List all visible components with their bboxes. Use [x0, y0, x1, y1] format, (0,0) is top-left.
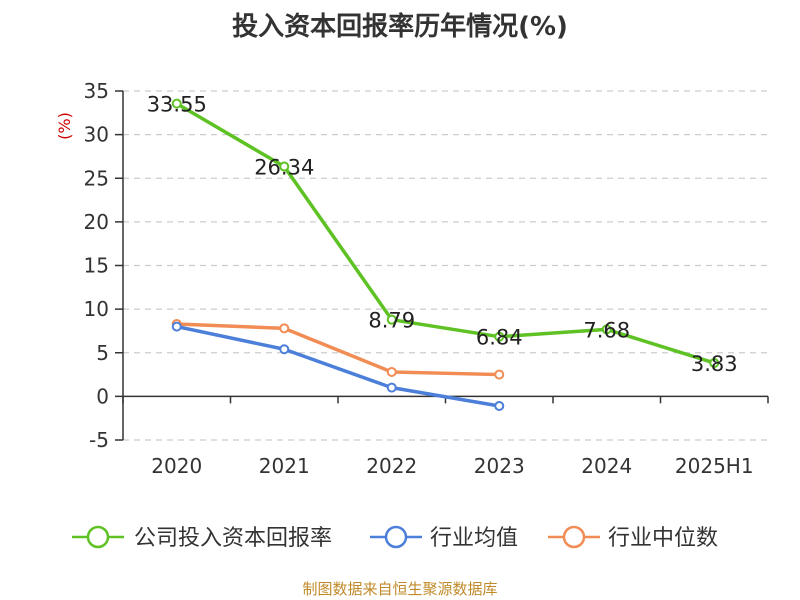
legend-label: 行业中位数 [608, 526, 718, 551]
x-tick-label: 2025H1 [675, 454, 754, 478]
y-tick-label: 10 [84, 297, 109, 321]
y-tick-label: 0 [96, 384, 109, 408]
x-tick-label: 2020 [151, 454, 202, 478]
legend-marker [86, 525, 110, 549]
series-line [175, 322, 501, 377]
y-tick-label: 35 [84, 79, 109, 103]
y-tick-label: 20 [84, 210, 109, 234]
legend-label: 行业均值 [430, 526, 518, 551]
data-point [386, 366, 397, 377]
series-line [175, 101, 716, 365]
legend-label: 公司投入资本回报率 [134, 526, 332, 551]
data-label: 26.34 [254, 156, 314, 180]
data-label: 6.84 [476, 326, 523, 350]
data-point [494, 369, 505, 380]
y-tick-label: 25 [84, 166, 109, 190]
series-line [175, 324, 501, 408]
data-point [386, 382, 397, 393]
data-point [601, 324, 612, 335]
gridlines [123, 90, 768, 441]
data-label: 33.55 [147, 93, 207, 117]
x-tick-label: 2022 [366, 454, 417, 478]
y-tick-label: -5 [89, 428, 109, 452]
data-point [171, 321, 182, 332]
x-tick-label: 2021 [259, 454, 310, 478]
legend-marker [562, 525, 586, 549]
data-point [494, 331, 505, 342]
data-point [279, 344, 290, 355]
legend-marker [384, 525, 408, 549]
data-label: 8.79 [368, 309, 415, 333]
x-tick-label: 2023 [474, 454, 525, 478]
data-point [279, 161, 290, 172]
axes: -5 0 5 10 15 20 25 30 35 2020 2021 2022 2023 2024 2025… [55, 79, 769, 478]
data-point [386, 314, 397, 325]
source-note: 制图数据来自恒生聚源数据库 [302, 580, 498, 598]
y-axis-label: (%) [55, 112, 74, 140]
data-point [494, 400, 505, 411]
data-point [171, 98, 182, 109]
data-label: 7.68 [583, 318, 630, 342]
series-lines [171, 98, 720, 411]
y-tick-label: 30 [84, 123, 109, 147]
y-tick-label: 5 [96, 341, 109, 365]
x-tick-label: 2024 [581, 454, 632, 478]
data-point [279, 323, 290, 334]
legend: 公司投入资本回报率 行业均值 行业中位数 [72, 525, 718, 551]
data-label: 3.83 [691, 352, 738, 376]
y-tick-label: 15 [84, 254, 109, 278]
data-point [709, 357, 720, 368]
data-labels: 33.55 26.34 8.79 6.84 7.68 3.83 [147, 93, 738, 376]
chart-title: 投入资本回报率历年情况(%) [232, 12, 568, 42]
